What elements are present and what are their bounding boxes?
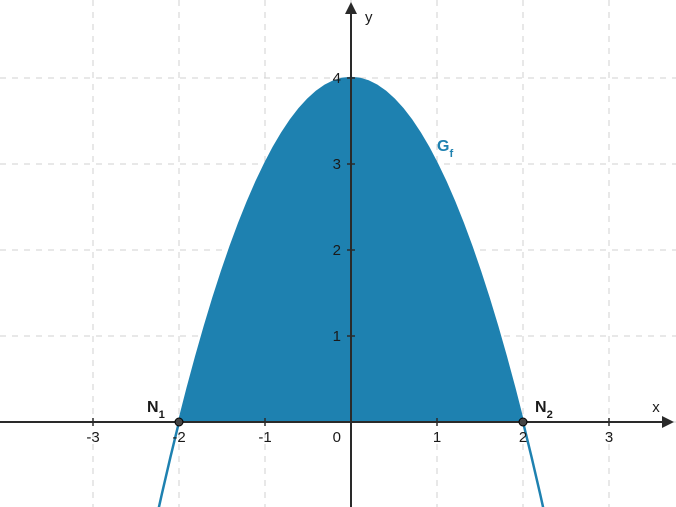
y-axis-label: y <box>365 9 373 26</box>
x-tick-label: -3 <box>86 429 99 446</box>
x-tick-label: 2 <box>519 429 527 446</box>
root-point <box>175 418 183 426</box>
x-tick-label: -1 <box>258 429 271 446</box>
x-tick-label: 3 <box>605 429 613 446</box>
parabola-chart: xy-3-2-101231234GfN1N2 <box>0 0 676 507</box>
y-tick-label: 4 <box>333 70 341 87</box>
y-tick-label: 1 <box>333 328 341 345</box>
y-tick-label: 3 <box>333 156 341 173</box>
x-axis-label: x <box>652 399 660 416</box>
y-tick-label: 2 <box>333 242 341 259</box>
x-tick-label: 0 <box>333 429 341 446</box>
x-tick-label: -2 <box>172 429 185 446</box>
chart-svg: xy-3-2-101231234GfN1N2 <box>0 0 676 507</box>
root-point <box>519 418 527 426</box>
x-tick-label: 1 <box>433 429 441 446</box>
